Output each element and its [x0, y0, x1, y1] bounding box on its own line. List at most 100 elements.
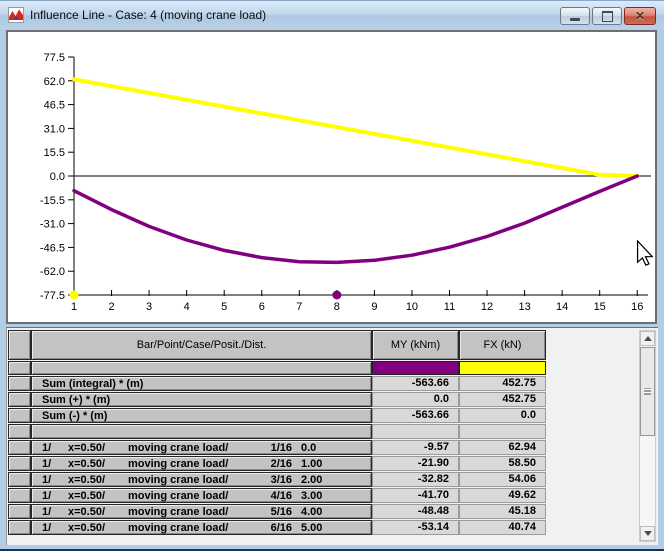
minimize-icon: [570, 17, 580, 21]
label-part-dist: 3.00: [301, 489, 323, 502]
table-row[interactable]: [8, 424, 547, 439]
row-gutter-cell[interactable]: [8, 520, 31, 535]
x-tick-label: 14: [556, 301, 568, 313]
down-arrow-icon: [643, 531, 652, 536]
label-part-pos: 5/16: [270, 505, 292, 518]
fx-value-cell[interactable]: 49.62: [459, 488, 546, 503]
label-part-pos: 3/16: [270, 473, 292, 486]
my-color-swatch-cell[interactable]: [372, 361, 459, 375]
row-gutter-cell[interactable]: [8, 361, 31, 375]
titlebar[interactable]: Influence Line - Case: 4 (moving crane l…: [0, 1, 664, 29]
table-row[interactable]: 1/x=0.50/moving crane load/1/16 0.0 -9.57 6…: [8, 440, 547, 455]
table-row[interactable]: 1/x=0.50/moving crane load/6/16 5.00 -53.1…: [8, 520, 547, 535]
label-part-case: moving crane load/: [128, 521, 229, 534]
x-tick-label: 1: [71, 301, 77, 313]
my-value-cell[interactable]: -21.90: [372, 456, 459, 471]
fx-color-swatch-cell[interactable]: [459, 361, 546, 375]
my-value-cell[interactable]: -9.57: [372, 440, 459, 455]
label-part-case: moving crane load/: [128, 505, 229, 518]
fx-value-cell[interactable]: 45.18: [459, 504, 546, 519]
row-label-cell[interactable]: 1/x=0.50/moving crane load/1/16 0.0: [31, 440, 372, 455]
influence-chart-svg[interactable]: 77.5 62.0 46.5 31.0 15.5 0.0 -15.5 -31.0 -46.5 -6…: [8, 32, 655, 322]
label-part-case: moving crane load/: [128, 489, 229, 502]
label-part-bar: 1/: [42, 505, 52, 518]
fx-position-marker: [69, 290, 79, 300]
scroll-up-button[interactable]: [640, 331, 655, 346]
my-value-cell[interactable]: -48.48: [372, 504, 459, 519]
table-header-row: Bar/Point/Case/Posit./Dist. MY (kNm) FX …: [8, 330, 547, 360]
row-gutter-cell[interactable]: [8, 408, 31, 423]
fx-value-cell[interactable]: 452.75: [459, 392, 546, 407]
my-value-cell[interactable]: -32.82: [372, 472, 459, 487]
row-label-cell[interactable]: 1/x=0.50/moving crane load/5/16 4.00: [31, 504, 372, 519]
row-label-cell[interactable]: Sum (integral) * (m): [31, 376, 372, 391]
table-row[interactable]: Sum (integral) * (m) -563.66 452.75: [8, 376, 547, 391]
row-label-cell[interactable]: 1/x=0.50/moving crane load/3/16 2.00: [31, 472, 372, 487]
row-gutter-cell[interactable]: [8, 472, 31, 487]
label-part-x: x=0.50/: [68, 441, 106, 454]
row-label-cell[interactable]: 1/x=0.50/moving crane load/6/16 5.00: [31, 520, 372, 535]
fx-value-cell[interactable]: 54.06: [459, 472, 546, 487]
row-gutter-cell[interactable]: [8, 440, 31, 455]
row-label-cell[interactable]: 1/x=0.50/moving crane load/2/16 1.00: [31, 456, 372, 471]
fx-value-cell[interactable]: 0.0: [459, 408, 546, 423]
label-part-pos: 6/16: [270, 521, 292, 534]
table-row[interactable]: Sum (+) * (m) 0.0 452.75: [8, 392, 547, 407]
maximize-button[interactable]: [592, 7, 622, 25]
table-row[interactable]: 1/x=0.50/moving crane load/2/16 1.00 -21.9…: [8, 456, 547, 471]
fx-value-cell[interactable]: 58.50: [459, 456, 546, 471]
column-header-my[interactable]: MY (kNm): [372, 330, 459, 360]
my-value-cell[interactable]: -563.66: [372, 376, 459, 391]
x-tick-label: 6: [259, 301, 265, 313]
thumb-grip-icon: [644, 388, 651, 395]
vertical-scrollbar[interactable]: [639, 330, 656, 542]
row-gutter-cell[interactable]: [8, 376, 31, 391]
header-gutter-cell[interactable]: [8, 330, 31, 360]
row-gutter-cell[interactable]: [8, 456, 31, 471]
column-header-fx[interactable]: FX (kN): [459, 330, 546, 360]
table-row[interactable]: 1/x=0.50/moving crane load/3/16 2.00 -32.8…: [8, 472, 547, 487]
table-row[interactable]: Sum (-) * (m) -563.66 0.0: [8, 408, 547, 423]
scrollbar-thumb[interactable]: [640, 347, 655, 436]
summary-label: Sum (integral) * (m): [42, 377, 144, 390]
fx-value-cell[interactable]: 452.75: [459, 376, 546, 391]
scroll-down-button[interactable]: [640, 526, 655, 541]
fx-value-cell[interactable]: 62.94: [459, 440, 546, 455]
y-tick-label: 77.5: [44, 52, 65, 64]
close-button[interactable]: ✕: [624, 7, 656, 25]
label-part-dist: 1.00: [301, 457, 323, 470]
my-value-cell[interactable]: -53.14: [372, 520, 459, 535]
my-value-cell[interactable]: 0.0: [372, 392, 459, 407]
summary-label: Sum (-) * (m): [42, 409, 108, 422]
fx-value-cell[interactable]: [459, 424, 546, 439]
row-label-cell[interactable]: 1/x=0.50/moving crane load/4/16 3.00: [31, 488, 372, 503]
label-part-pos: 2/16: [270, 457, 292, 470]
label-part-dist: 0.0: [301, 441, 317, 454]
fx-value-cell[interactable]: 40.74: [459, 520, 546, 535]
row-label-cell[interactable]: [31, 424, 372, 439]
my-value-cell[interactable]: -41.70: [372, 488, 459, 503]
chart-panel: 77.5 62.0 46.5 31.0 15.5 0.0 -15.5 -31.0 -46.5 -6…: [6, 30, 657, 324]
maximize-icon: [601, 10, 613, 22]
column-header-label[interactable]: Bar/Point/Case/Posit./Dist.: [31, 330, 372, 360]
x-tick-label: 12: [481, 301, 493, 313]
row-label-cell[interactable]: Sum (+) * (m): [31, 392, 372, 407]
fx-influence-curve: [72, 77, 640, 178]
row-gutter-cell[interactable]: [8, 424, 31, 439]
table-rows: Bar/Point/Case/Posit./Dist. MY (kNm) FX …: [8, 330, 547, 536]
table-row[interactable]: [8, 361, 547, 375]
row-label-cell[interactable]: Sum (-) * (m): [31, 408, 372, 423]
influence-line-app-icon: [8, 7, 24, 23]
table-row[interactable]: 1/x=0.50/moving crane load/5/16 4.00 -48.4…: [8, 504, 547, 519]
row-gutter-cell[interactable]: [8, 488, 31, 503]
row-gutter-cell[interactable]: [8, 392, 31, 407]
minimize-button[interactable]: [560, 7, 590, 25]
my-value-cell[interactable]: [372, 424, 459, 439]
table-row[interactable]: 1/x=0.50/moving crane load/4/16 3.00 -41.7…: [8, 488, 547, 503]
my-value-cell[interactable]: -563.66: [372, 408, 459, 423]
label-part-x: x=0.50/: [68, 457, 106, 470]
row-gutter-cell[interactable]: [8, 504, 31, 519]
row-label-cell[interactable]: [31, 361, 372, 375]
label-part-case: moving crane load/: [128, 473, 229, 486]
y-tick-label: -77.5: [40, 290, 65, 302]
